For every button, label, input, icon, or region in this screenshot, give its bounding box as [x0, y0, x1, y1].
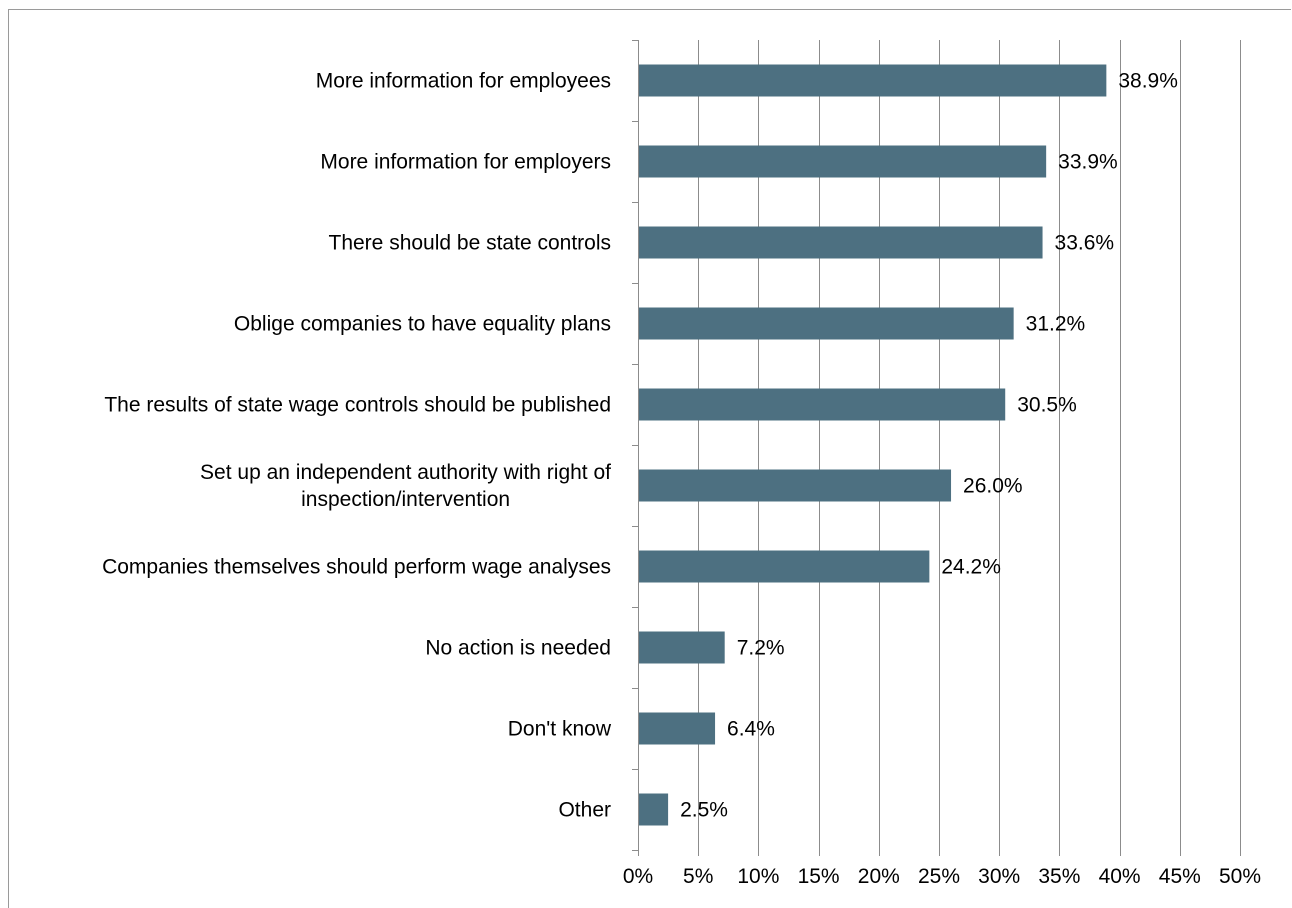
category-label-0: More information for employees: [316, 70, 611, 93]
data-label-8: 6.4%: [727, 718, 775, 741]
x-tick-label-5: 25%: [918, 865, 960, 888]
bar-1: [639, 145, 1047, 178]
data-label-6: 24.2%: [941, 556, 1001, 579]
category-label-3: Oblige companies to have equality plans: [234, 313, 611, 336]
bar-7: [639, 631, 725, 664]
x-tick-label-10: 50%: [1219, 865, 1261, 888]
data-label-5: 26.0%: [963, 475, 1023, 498]
bar-0: [639, 64, 1107, 97]
data-label-3: 31.2%: [1026, 313, 1086, 336]
bar-4: [639, 388, 1006, 421]
data-label-9: 2.5%: [680, 799, 728, 822]
bar-8: [639, 712, 716, 745]
category-label-9: Other: [558, 799, 611, 822]
data-label-0: 38.9%: [1118, 70, 1178, 93]
x-tick-label-6: 30%: [978, 865, 1020, 888]
category-label-2: There should be state controls: [329, 232, 612, 255]
bar-3: [639, 307, 1014, 340]
x-tick-label-4: 20%: [858, 865, 900, 888]
bar-5: [639, 469, 952, 502]
x-tick-label-8: 40%: [1099, 865, 1141, 888]
category-label-5: Set up an independent authority with rig…: [200, 461, 611, 484]
category-label-6: Companies themselves should perform wage…: [102, 556, 611, 579]
x-tick-label-9: 45%: [1159, 865, 1201, 888]
data-label-7: 7.2%: [737, 637, 785, 660]
category-label-7: No action is needed: [425, 637, 611, 660]
bar-2: [639, 226, 1043, 259]
x-tick-label-1: 5%: [683, 865, 713, 888]
data-label-4: 30.5%: [1017, 394, 1077, 417]
x-tick-label-7: 35%: [1038, 865, 1080, 888]
x-tick-label-3: 15%: [798, 865, 840, 888]
category-label-1: More information for employers: [320, 151, 611, 174]
chart-frame: [8, 9, 1291, 908]
data-label-2: 33.6%: [1055, 232, 1115, 255]
data-label-1: 33.9%: [1058, 151, 1118, 174]
category-label-5-line-2: inspection/intervention: [301, 488, 510, 511]
x-tick-label-0: 0%: [623, 865, 653, 888]
category-label-4: The results of state wage controls shoul…: [104, 394, 611, 417]
x-tick-label-2: 10%: [737, 865, 779, 888]
category-label-8: Don't know: [508, 718, 612, 741]
bar-6: [639, 550, 930, 583]
bar-9: [639, 793, 669, 826]
